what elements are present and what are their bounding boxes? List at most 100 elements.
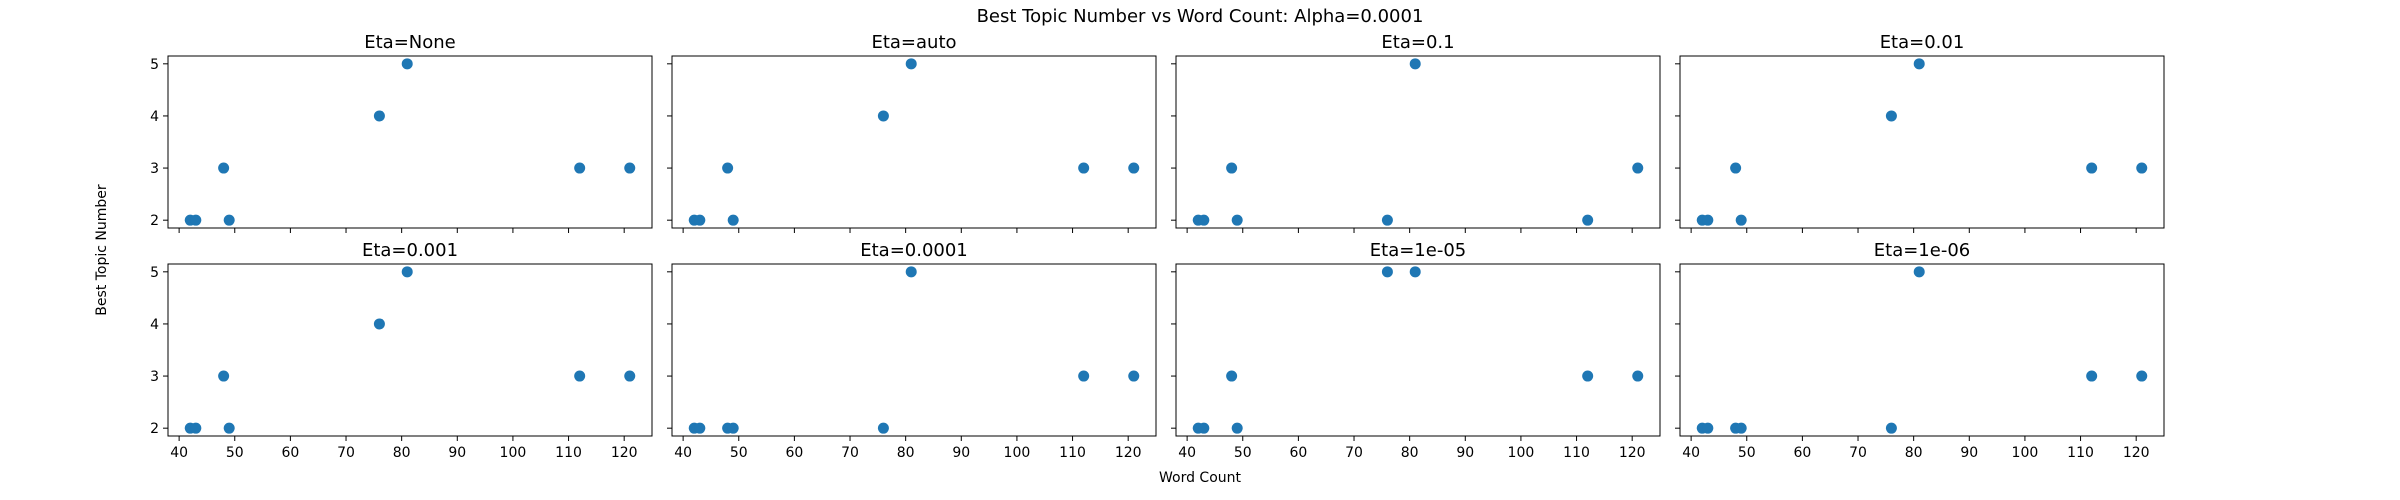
data-point (1730, 162, 1742, 174)
data-point (1582, 214, 1594, 226)
y-tick-label: 3 (150, 161, 159, 177)
axes-frame (167, 55, 653, 229)
x-tick-label: 80 (897, 445, 915, 461)
panel-title: Eta=auto (871, 32, 956, 53)
data-point (1702, 214, 1714, 226)
axes-frame (671, 55, 1157, 229)
data-point (1128, 370, 1140, 382)
data-point (1198, 422, 1210, 434)
x-tick-label: 40 (1178, 445, 1196, 461)
data-point (223, 422, 235, 434)
data-point (1632, 162, 1644, 174)
data-point (401, 266, 413, 278)
panel-title: Eta=0.001 (362, 240, 458, 261)
data-point (190, 214, 202, 226)
x-tick-label: 50 (730, 445, 748, 461)
x-tick-label: 90 (1456, 445, 1474, 461)
data-point (905, 266, 917, 278)
data-point (218, 162, 230, 174)
data-point (1885, 422, 1897, 434)
panel-3: Eta=0.1 (1171, 32, 1661, 233)
data-point (1128, 162, 1140, 174)
x-tick-label: 120 (611, 445, 638, 461)
data-point (1231, 422, 1243, 434)
x-tick-label: 80 (393, 445, 411, 461)
panel-title: Eta=1e-06 (1874, 240, 1970, 261)
panel-title: Eta=0.1 (1381, 32, 1454, 53)
data-point (1913, 58, 1925, 70)
axes-frame (1679, 263, 2165, 437)
y-tick-label: 2 (150, 213, 159, 229)
panel-title: Eta=0.01 (1880, 32, 1965, 53)
data-point (1632, 370, 1644, 382)
x-tick-label: 110 (2067, 445, 2094, 461)
x-tick-label: 90 (448, 445, 466, 461)
panel-5: Eta=0.001 2 3 4 5 40 50 60 70 80 90 100 110 120 (150, 240, 653, 461)
x-tick-label: 100 (1508, 445, 1535, 461)
data-point (1231, 214, 1243, 226)
data-point (2136, 370, 2148, 382)
x-tick-label: 100 (2012, 445, 2039, 461)
x-tick-label: 40 (170, 445, 188, 461)
x-tick-label: 110 (555, 445, 582, 461)
x-tick-label: 50 (1234, 445, 1252, 461)
data-point (1582, 370, 1594, 382)
x-tick-label: 100 (1004, 445, 1031, 461)
x-tick-label: 70 (1849, 445, 1867, 461)
data-point (1078, 370, 1090, 382)
data-point (1735, 214, 1747, 226)
y-tick-label: 5 (150, 265, 159, 281)
data-point (1885, 110, 1897, 122)
data-point (1226, 162, 1238, 174)
data-point (694, 422, 706, 434)
x-axis-label: Word Count (1159, 470, 1242, 486)
y-tick-label: 4 (150, 317, 159, 333)
panel-8: Eta=1e-06 40 50 60 70 80 90 100 110 120 (1675, 240, 2165, 461)
x-tick-label: 60 (1793, 445, 1811, 461)
x-tick-label: 40 (1682, 445, 1700, 461)
x-tick-label: 100 (500, 445, 527, 461)
data-point (223, 214, 235, 226)
x-tick-label: 70 (841, 445, 859, 461)
x-tick-label: 60 (1289, 445, 1307, 461)
x-tick-label: 90 (1960, 445, 1978, 461)
data-point (1078, 162, 1090, 174)
x-tick-label: 80 (1401, 445, 1419, 461)
x-tick-label: 110 (1563, 445, 1590, 461)
x-tick-label: 120 (1115, 445, 1142, 461)
y-axis-label: Best Topic Number (94, 184, 110, 316)
x-tick-label: 80 (1905, 445, 1923, 461)
x-tick-label: 90 (952, 445, 970, 461)
panel-title: Eta=0.0001 (860, 240, 968, 261)
data-point (727, 214, 739, 226)
data-point (694, 214, 706, 226)
x-tick-label: 60 (785, 445, 803, 461)
x-tick-label: 50 (226, 445, 244, 461)
data-point (905, 58, 917, 70)
data-point (574, 162, 586, 174)
axes-frame (671, 263, 1157, 437)
data-point (1226, 370, 1238, 382)
data-point (1381, 266, 1393, 278)
data-point (722, 162, 734, 174)
data-point (877, 110, 889, 122)
data-point (1702, 422, 1714, 434)
x-tick-label: 60 (281, 445, 299, 461)
data-point (218, 370, 230, 382)
axes-frame (167, 263, 653, 437)
data-point (1913, 266, 1925, 278)
panel-title: Eta=1e-05 (1370, 240, 1466, 261)
x-tick-label: 50 (1738, 445, 1756, 461)
x-tick-label: 70 (337, 445, 355, 461)
y-tick-label: 3 (150, 369, 159, 385)
data-point (1409, 58, 1421, 70)
panel-4: Eta=0.01 (1675, 32, 2165, 233)
axes-frame (1175, 55, 1661, 229)
data-point (401, 58, 413, 70)
y-tick-label: 4 (150, 109, 159, 125)
data-point (2086, 370, 2098, 382)
data-point (373, 318, 385, 330)
data-point (2086, 162, 2098, 174)
data-point (624, 370, 636, 382)
